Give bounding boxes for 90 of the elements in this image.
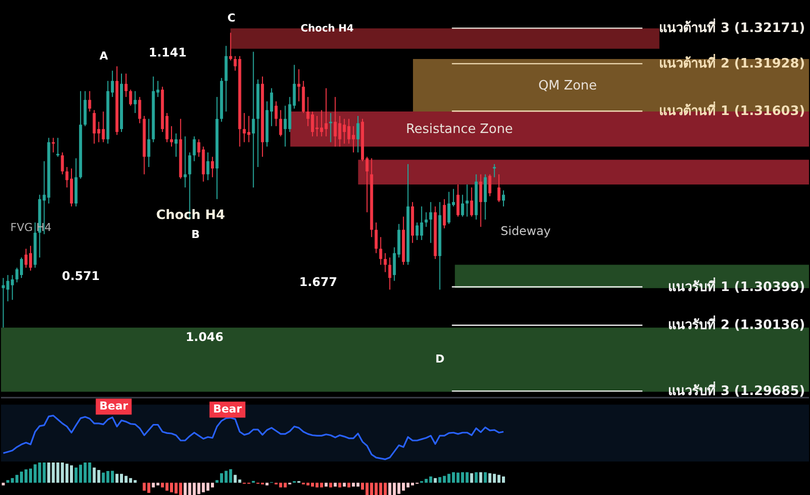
- band-label: Resistance Zone: [406, 122, 513, 138]
- annotation: 1.677: [299, 274, 338, 289]
- annotation: 1.141: [148, 45, 187, 60]
- candlestick: [470, 186, 474, 218]
- candlestick: [247, 115, 250, 143]
- candlestick: [379, 236, 382, 266]
- candlestick: [492, 164, 496, 178]
- annotation: 1.046: [186, 330, 224, 344]
- candlestick: [292, 64, 296, 110]
- bar: [266, 482, 269, 486]
- candlestick: [479, 174, 482, 228]
- ref-line-label: แนวต้านที่ 3 (1.32171): [659, 18, 806, 36]
- candlestick: [210, 156, 214, 178]
- text: Bear: [99, 400, 129, 413]
- bar: [70, 465, 73, 483]
- candlestick: [334, 96, 337, 148]
- candlestick: [20, 257, 23, 278]
- candlestick: [10, 274, 14, 300]
- candlestick: [374, 222, 378, 254]
- annotation: D: [435, 352, 444, 366]
- candlestick: [356, 115, 360, 153]
- bar: [74, 468, 78, 483]
- candlestick: [124, 73, 128, 98]
- candlestick: [206, 152, 210, 181]
- candlestick: [138, 96, 142, 124]
- candlestick: [279, 110, 282, 137]
- candlestick: [129, 89, 132, 106]
- candlestick: [502, 190, 505, 207]
- bar: [334, 482, 337, 487]
- band-label: QM Zone: [538, 78, 597, 94]
- ref-line-label: แนวรับที่ 2 (1.30136): [668, 315, 806, 334]
- candlestick: [388, 257, 392, 290]
- annotation: Sideway: [500, 224, 551, 238]
- bar: [92, 468, 96, 483]
- bar: [474, 472, 478, 483]
- bar: [484, 472, 487, 483]
- candlestick: [488, 174, 492, 197]
- candlestick: [102, 111, 105, 143]
- candlestick: [174, 132, 178, 158]
- bar: [47, 462, 50, 483]
- bar: [110, 470, 114, 483]
- bar: [347, 482, 350, 488]
- candlestick: [284, 105, 287, 148]
- bar: [502, 476, 505, 483]
- bar: [2, 482, 5, 486]
- ref-line-label: แนวรับที่ 3 (1.29685): [668, 381, 806, 400]
- candlestick: [429, 202, 432, 244]
- bar: [210, 482, 214, 488]
- bar: [338, 482, 342, 488]
- annotation: C: [227, 12, 236, 25]
- annotation: 0.571: [62, 268, 100, 283]
- bar: [356, 482, 360, 487]
- bar: [342, 482, 346, 487]
- candlestick: [424, 212, 428, 228]
- candlestick: [229, 32, 232, 61]
- ref-line-label: แนวรับที่ 1 (1.30399): [668, 276, 806, 295]
- bar: [97, 470, 100, 483]
- annotation: Bear: [213, 402, 242, 416]
- annotation: B: [191, 228, 200, 242]
- bar: [147, 482, 150, 493]
- candlestick: [88, 90, 92, 112]
- bar: [156, 482, 160, 486]
- bar: [479, 472, 482, 483]
- candlestick: [192, 136, 196, 162]
- bar: [324, 482, 328, 487]
- candlestick: [134, 90, 137, 114]
- candlestick: [52, 137, 55, 153]
- annotation: A: [99, 49, 108, 62]
- ref-line-label: แนวต้านที่ 2 (1.31928): [659, 54, 806, 72]
- candlestick: [466, 184, 469, 218]
- candlestick: [352, 126, 355, 153]
- candlestick: [56, 137, 60, 158]
- ref-line-label: แนวต้านที่ 1 (1.31603): [659, 101, 806, 120]
- candlestick: [456, 184, 460, 218]
- bar: [470, 473, 474, 483]
- annotation: Choch H4: [300, 24, 354, 35]
- candlestick: [92, 110, 96, 144]
- candlestick: [252, 51, 255, 188]
- bar: [434, 478, 437, 483]
- candlestick: [461, 194, 464, 218]
- bar: [142, 482, 146, 491]
- candlestick: [442, 198, 446, 229]
- bar: [234, 474, 237, 483]
- candlestick: [416, 222, 419, 240]
- candlestick: [274, 100, 278, 127]
- candlestick: [60, 152, 64, 175]
- candlestick: [147, 118, 150, 168]
- candlestick: [497, 174, 500, 203]
- candlestick: [24, 248, 28, 268]
- bar: [329, 482, 332, 488]
